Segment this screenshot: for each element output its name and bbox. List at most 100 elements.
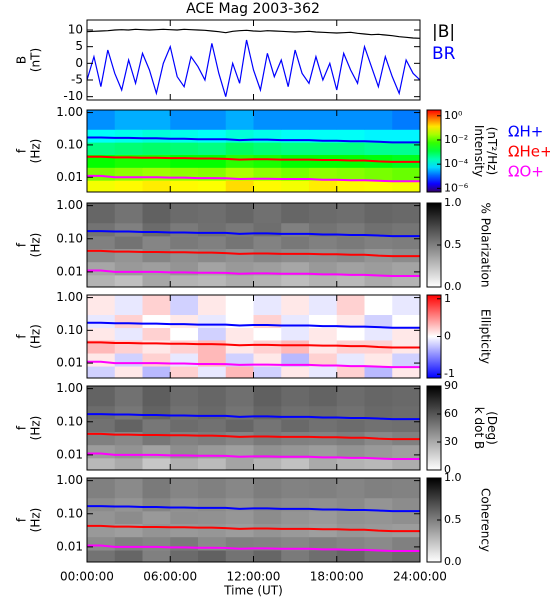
heatmap-cell <box>364 275 393 288</box>
heatmap-cell <box>87 203 116 224</box>
heatmap-cell <box>392 327 421 341</box>
heatmap-cell <box>114 327 143 341</box>
x-axis-title: Time (UT) <box>223 584 283 598</box>
heatmap-cell <box>392 129 421 143</box>
heatmap-cell <box>114 180 143 193</box>
colorbar-tick-label: 0 <box>444 330 451 343</box>
heatmap-cell <box>198 248 227 263</box>
heatmap-cell <box>198 550 227 563</box>
heatmap-cell <box>253 154 282 168</box>
heatmap-cell <box>336 314 365 329</box>
heatmap-cell <box>87 353 116 367</box>
heatmap-cell <box>87 236 116 250</box>
heatmap-cell <box>309 154 338 168</box>
colorbar-label: k dot B <box>472 407 486 449</box>
heatmap-cell <box>253 327 282 341</box>
heatmap-cell <box>225 327 254 341</box>
y-axis-title: f <box>15 517 29 522</box>
heatmap-cell <box>336 275 365 288</box>
heatmap-cell <box>198 154 227 168</box>
gyrofrequency-line <box>87 360 420 369</box>
heatmap-cell <box>253 386 282 407</box>
y-tick-label: -5 <box>71 73 83 87</box>
heatmap-cell <box>114 444 143 459</box>
heatmap-cell <box>253 536 282 551</box>
gyrofrequency-line <box>87 452 420 461</box>
heatmap-cell <box>142 511 171 525</box>
y-tick-label: 0.01 <box>56 539 83 553</box>
y-tick-label: 0 <box>75 56 83 70</box>
heatmap-cell <box>87 261 116 276</box>
heatmap-cell <box>253 353 282 367</box>
heatmap-cell <box>253 444 282 459</box>
gyrofrequency-line <box>87 413 420 421</box>
heatmap-cell <box>225 386 254 407</box>
heatmap-cell <box>364 550 393 563</box>
heatmap-cell <box>364 511 393 525</box>
heatmap-cell <box>142 405 171 420</box>
heatmap-cell <box>87 180 116 193</box>
heatmap-cell <box>364 478 393 499</box>
y-tick-label: 0.01 <box>56 264 83 278</box>
heatmap-cell <box>170 222 199 237</box>
heatmap-cell <box>392 203 421 224</box>
heatmap-cell <box>281 236 310 250</box>
heatmap-cell <box>392 167 421 181</box>
heatmap-cell <box>170 129 199 143</box>
heatmap-cell <box>281 248 310 263</box>
heatmap-cell <box>170 295 199 316</box>
heatmap-cell <box>281 550 310 563</box>
colorbar-label: (Deg) <box>485 411 499 445</box>
colorbar-tick-label: 0.5 <box>444 513 462 526</box>
heatmap-cell <box>281 478 310 499</box>
colorbar-tick-label: 1 <box>444 292 451 305</box>
heatmap-cell <box>198 180 227 193</box>
heatmap-cell <box>142 536 171 551</box>
y-axis-title: (Hz) <box>29 416 43 441</box>
heatmap-cell <box>225 478 254 499</box>
heatmap-cell <box>364 497 393 512</box>
heatmap-cell <box>87 222 116 237</box>
colorbar <box>426 385 442 471</box>
y-axis-title: f <box>15 425 29 430</box>
heatmap-cell <box>114 478 143 499</box>
heatmap-cell <box>114 261 143 276</box>
x-tick-label: 12:00:00 <box>227 570 281 584</box>
heatmap-cell <box>364 295 393 316</box>
heatmap-cell <box>142 353 171 367</box>
heatmap-cell <box>142 180 171 193</box>
heatmap-cell <box>336 129 365 143</box>
y-tick-label: 0.10 <box>56 506 83 520</box>
heatmap-cell <box>364 110 393 130</box>
legend-label: BR <box>432 44 456 64</box>
gyrofrequency-line <box>87 230 420 238</box>
heatmap-cell <box>114 129 143 143</box>
y-tick-label: 1.00 <box>56 290 83 304</box>
heatmap-cell <box>142 110 171 130</box>
heatmap-cell <box>87 536 116 551</box>
heatmap-cell <box>225 511 254 525</box>
heatmap-cell <box>114 497 143 512</box>
colorbar-label: (nT²/Hz) <box>485 127 499 175</box>
heatmap-cell <box>198 314 227 329</box>
x-tick-label: 24:00:00 <box>393 570 447 584</box>
heatmap-cell <box>114 295 143 316</box>
heatmap-cell <box>114 167 143 181</box>
heatmap-cell <box>392 386 421 407</box>
y-tick-label: 5 <box>75 39 83 53</box>
heatmap-cell <box>114 405 143 420</box>
heatmap-cell <box>281 536 310 551</box>
heatmap-cell <box>114 511 143 525</box>
y-axis-title: (nT) <box>29 48 43 72</box>
heatmap-cell <box>281 386 310 407</box>
heatmap-cell <box>198 458 227 471</box>
colorbar-label: Coherency <box>479 488 493 552</box>
heatmap-cell <box>281 419 310 433</box>
heatmap-cell <box>87 110 116 130</box>
heatmap-cell <box>281 261 310 276</box>
heatmap-cell <box>225 142 254 155</box>
heatmap-cell <box>309 431 338 446</box>
heatmap-cell <box>392 180 421 193</box>
heatmap-cell <box>198 203 227 224</box>
heatmap-cell <box>87 458 116 471</box>
